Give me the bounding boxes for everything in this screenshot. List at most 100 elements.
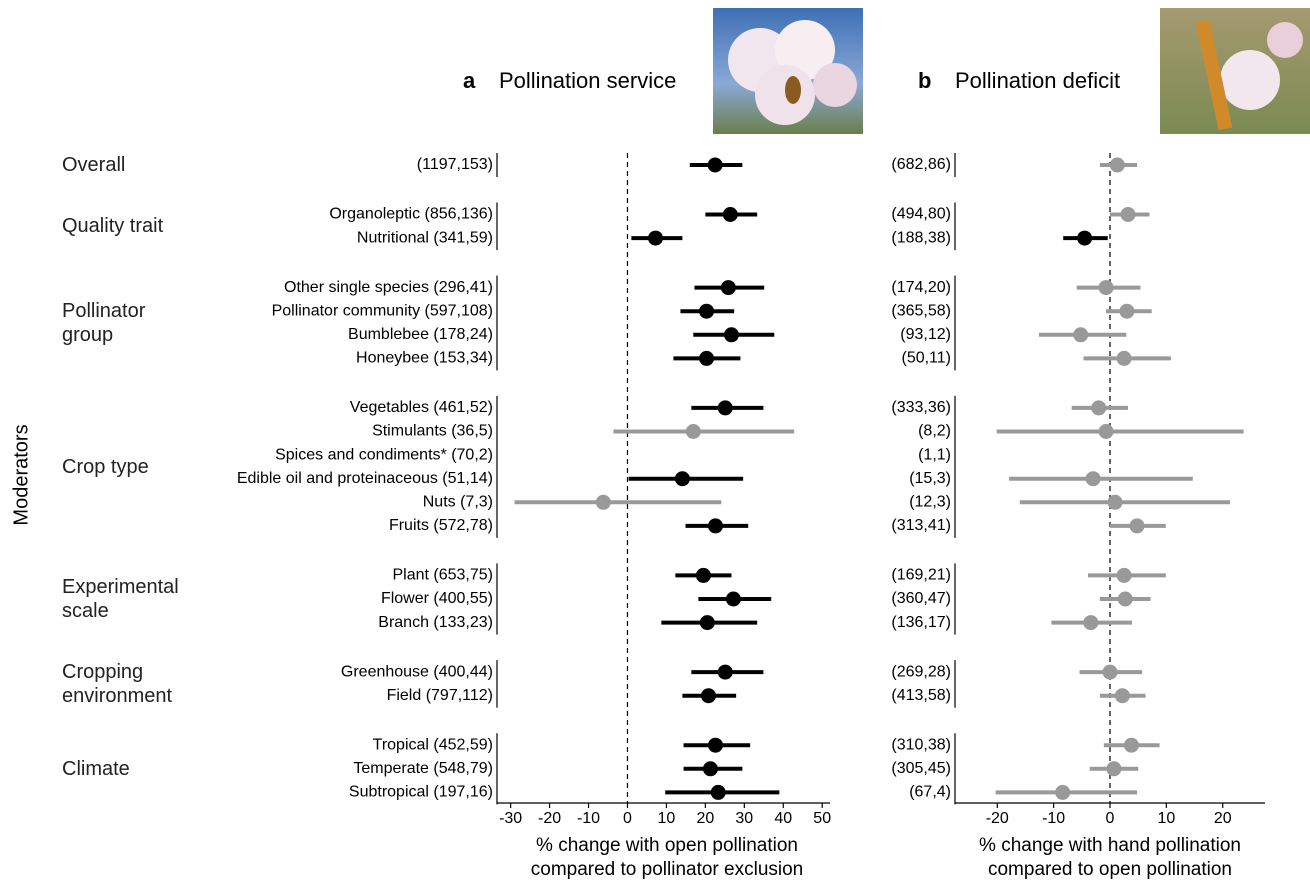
group-label: Cropping environment	[62, 660, 202, 708]
effect-size	[1124, 738, 1139, 753]
row-label: Nuts (7,3)	[423, 494, 493, 511]
x-tick-label: 10	[658, 810, 676, 827]
x-axis-title: % change with hand pollination	[979, 835, 1241, 856]
row-label: (8,2)	[918, 423, 951, 440]
group-label: Quality trait	[62, 214, 202, 238]
photo-apple-blossom	[713, 8, 863, 134]
row-label: (310,38)	[891, 736, 951, 753]
x-tick-label: -20	[538, 810, 561, 827]
effect-size	[1130, 518, 1145, 533]
effect-size	[675, 471, 690, 486]
row-label: Edible oil and proteinaceous (51,14)	[237, 470, 493, 487]
row-label: (174,20)	[891, 279, 951, 296]
effect-size	[700, 615, 715, 630]
row-label: Bumblebee (178,24)	[348, 326, 493, 343]
effect-size	[723, 207, 738, 222]
row-label: Nutritional (341,59)	[357, 229, 493, 246]
x-tick-label: -30	[499, 810, 522, 827]
row-label: (1,1)	[918, 446, 951, 463]
row-label: (333,36)	[891, 399, 951, 416]
panel-title: Pollination deficit	[955, 68, 1120, 93]
effect-size	[708, 518, 723, 533]
group-label: Climate	[62, 757, 202, 781]
row-label: Greenhouse (400,44)	[341, 663, 493, 680]
x-tick-label: -10	[1042, 810, 1065, 827]
effect-size	[1110, 158, 1125, 173]
effect-size	[686, 424, 701, 439]
row-label: (313,41)	[891, 517, 951, 534]
effect-size	[1077, 231, 1092, 246]
row-label: (93,12)	[900, 326, 951, 343]
x-axis-title: compared to pollinator exclusion	[531, 859, 804, 880]
row-label: (12,3)	[909, 494, 951, 511]
row-label: (682,86)	[891, 156, 951, 173]
row-label: Pollinator community (597,108)	[272, 302, 493, 319]
row-label: (360,47)	[891, 590, 951, 607]
row-label: (50,11)	[901, 350, 951, 367]
row-label: Fruits (572,78)	[389, 517, 493, 534]
effect-size	[1099, 280, 1114, 295]
group-label: Overall	[62, 153, 202, 177]
effect-size	[696, 568, 711, 583]
effect-size	[1083, 615, 1098, 630]
panel-title: Pollination service	[499, 68, 676, 93]
y-axis-title: Moderators	[10, 424, 32, 525]
effect-size	[721, 280, 736, 295]
row-label: Plant (653,75)	[392, 567, 493, 584]
effect-size	[1117, 351, 1132, 366]
effect-size	[1121, 207, 1136, 222]
row-label: Branch (133,23)	[378, 614, 493, 631]
effect-size	[1091, 400, 1106, 415]
row-label: Stimulants (36,5)	[372, 423, 493, 440]
panel-letter: b	[918, 68, 931, 93]
x-tick-label: 40	[774, 810, 792, 827]
effect-size	[701, 688, 716, 703]
effect-size	[718, 665, 733, 680]
group-label: Crop type	[62, 455, 202, 479]
x-tick-label: 20	[1214, 810, 1232, 827]
effect-size	[699, 304, 714, 319]
figure: ModeratorsaPollination service-30-20-100…	[0, 0, 1310, 883]
row-label: Honeybee (153,34)	[356, 350, 493, 367]
photo-hand-pollination	[1160, 8, 1310, 134]
x-tick-label: 10	[1157, 810, 1175, 827]
row-label: Temperate (548,79)	[353, 760, 493, 777]
effect-size	[708, 158, 723, 173]
effect-size	[726, 592, 741, 607]
effect-size	[1108, 495, 1123, 510]
row-label: (67,4)	[909, 784, 951, 801]
row-label: Flower (400,55)	[381, 590, 493, 607]
effect-size	[1055, 785, 1070, 800]
row-label: (365,58)	[891, 302, 951, 319]
effect-size	[1106, 761, 1121, 776]
effect-size	[648, 231, 663, 246]
row-label: (413,58)	[891, 687, 951, 704]
group-label: Experimental scale	[62, 575, 202, 623]
effect-size	[1117, 568, 1132, 583]
row-label: (305,45)	[891, 760, 951, 777]
row-label: (136,17)	[891, 614, 951, 631]
effect-size	[711, 785, 726, 800]
row-label: Tropical (452,59)	[373, 736, 493, 753]
x-axis-title: compared to open pollination	[988, 859, 1232, 880]
effect-size	[703, 761, 718, 776]
effect-size	[724, 327, 739, 342]
effect-size	[699, 351, 714, 366]
x-tick-label: 0	[1106, 810, 1115, 827]
effect-size	[1115, 688, 1130, 703]
row-label: (15,3)	[909, 470, 951, 487]
effect-size	[708, 738, 723, 753]
x-tick-label: -10	[577, 810, 600, 827]
effect-size	[1118, 592, 1133, 607]
x-axis-title: % change with open pollination	[536, 835, 798, 856]
x-tick-label: 30	[735, 810, 753, 827]
x-tick-label: 0	[623, 810, 632, 827]
row-label: (169,21)	[891, 567, 951, 584]
row-label: Organoleptic (856,136)	[329, 206, 493, 223]
row-label: Other single species (296,41)	[284, 279, 493, 296]
row-label: (494,80)	[891, 206, 951, 223]
effect-size	[1103, 665, 1118, 680]
row-label: Subtropical (197,16)	[349, 784, 493, 801]
row-label: Vegetables (461,52)	[350, 399, 493, 416]
effect-size	[596, 495, 611, 510]
